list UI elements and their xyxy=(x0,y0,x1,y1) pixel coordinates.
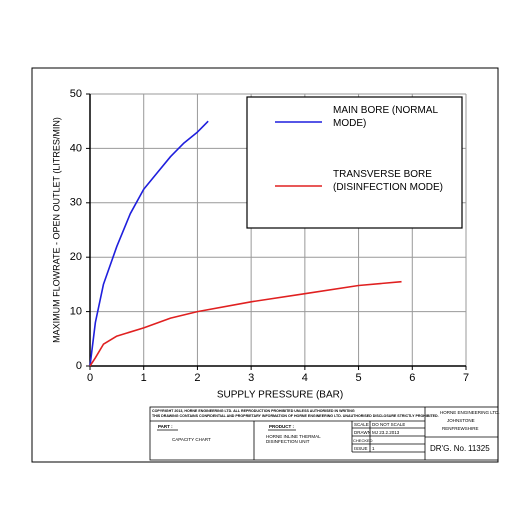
plot xyxy=(89,120,402,367)
copyright: THIS DRAWING CONTAINS CONFIDENTIAL AND P… xyxy=(152,414,439,418)
y-axis-label: MAXIMUM FLOWRATE - OPEN OUTLET (LITRES/M… xyxy=(51,117,61,343)
x-tick-label: 1 xyxy=(141,372,147,384)
drawn: MJ 23.2.2013 xyxy=(372,430,400,435)
x-tick-label: 0 xyxy=(87,372,93,384)
x-axis-label: SUPPLY PRESSURE (BAR) xyxy=(217,390,343,401)
x-tick-label: 3 xyxy=(248,372,254,384)
legend-label: MAIN BORE (NORMAL MODE) xyxy=(333,105,438,129)
y-tick-label: 10 xyxy=(70,306,82,318)
legend-box xyxy=(246,96,463,229)
sheet-border xyxy=(31,67,499,463)
drg-number: 11325 xyxy=(468,444,490,453)
y-tick-label: 30 xyxy=(70,197,82,209)
part: CAPACITY CHART xyxy=(172,437,211,442)
checked-label: CHECKED xyxy=(353,438,373,443)
y-tick-label: 50 xyxy=(70,88,82,100)
legend xyxy=(275,121,322,187)
x-tick-label: 5 xyxy=(356,372,362,384)
product-label: PRODUCT : xyxy=(269,424,294,429)
product: HORNE INLINE THERMAL DISINFECTION UNIT xyxy=(266,434,321,444)
issue-label: ISSUE xyxy=(354,446,368,451)
legend-label: TRANSVERSE BORE (DISINFECTION MODE) xyxy=(333,169,443,193)
drawn-label: DRAWN xyxy=(354,430,371,435)
copyright: COPYRIGHT 2013, HORNE ENGINEERING LTD. A… xyxy=(152,409,355,413)
series-line xyxy=(89,120,209,367)
title-block-frame xyxy=(149,406,499,461)
scale: DO NOT SCALE xyxy=(372,422,406,427)
x-tick-label: 4 xyxy=(302,372,308,384)
x-tick-label: 7 xyxy=(463,372,469,384)
scale-label: SCALE xyxy=(354,422,369,427)
y-tick-label: 40 xyxy=(70,142,82,154)
x-tick-label: 2 xyxy=(194,372,200,384)
y-tick-label: 0 xyxy=(76,360,82,372)
series-line xyxy=(89,280,402,367)
company-county: RENFREWSHIRE xyxy=(442,426,479,431)
company-town: JOHNSTONE xyxy=(447,418,475,423)
y-tick-label: 20 xyxy=(70,251,82,263)
issue: 1 xyxy=(372,446,375,451)
part-label: PART : xyxy=(158,424,173,429)
company: HORNE ENGINEERING LTD. xyxy=(440,410,500,415)
drg-label: DR'G. No. xyxy=(430,444,467,453)
x-tick-label: 6 xyxy=(409,372,415,384)
